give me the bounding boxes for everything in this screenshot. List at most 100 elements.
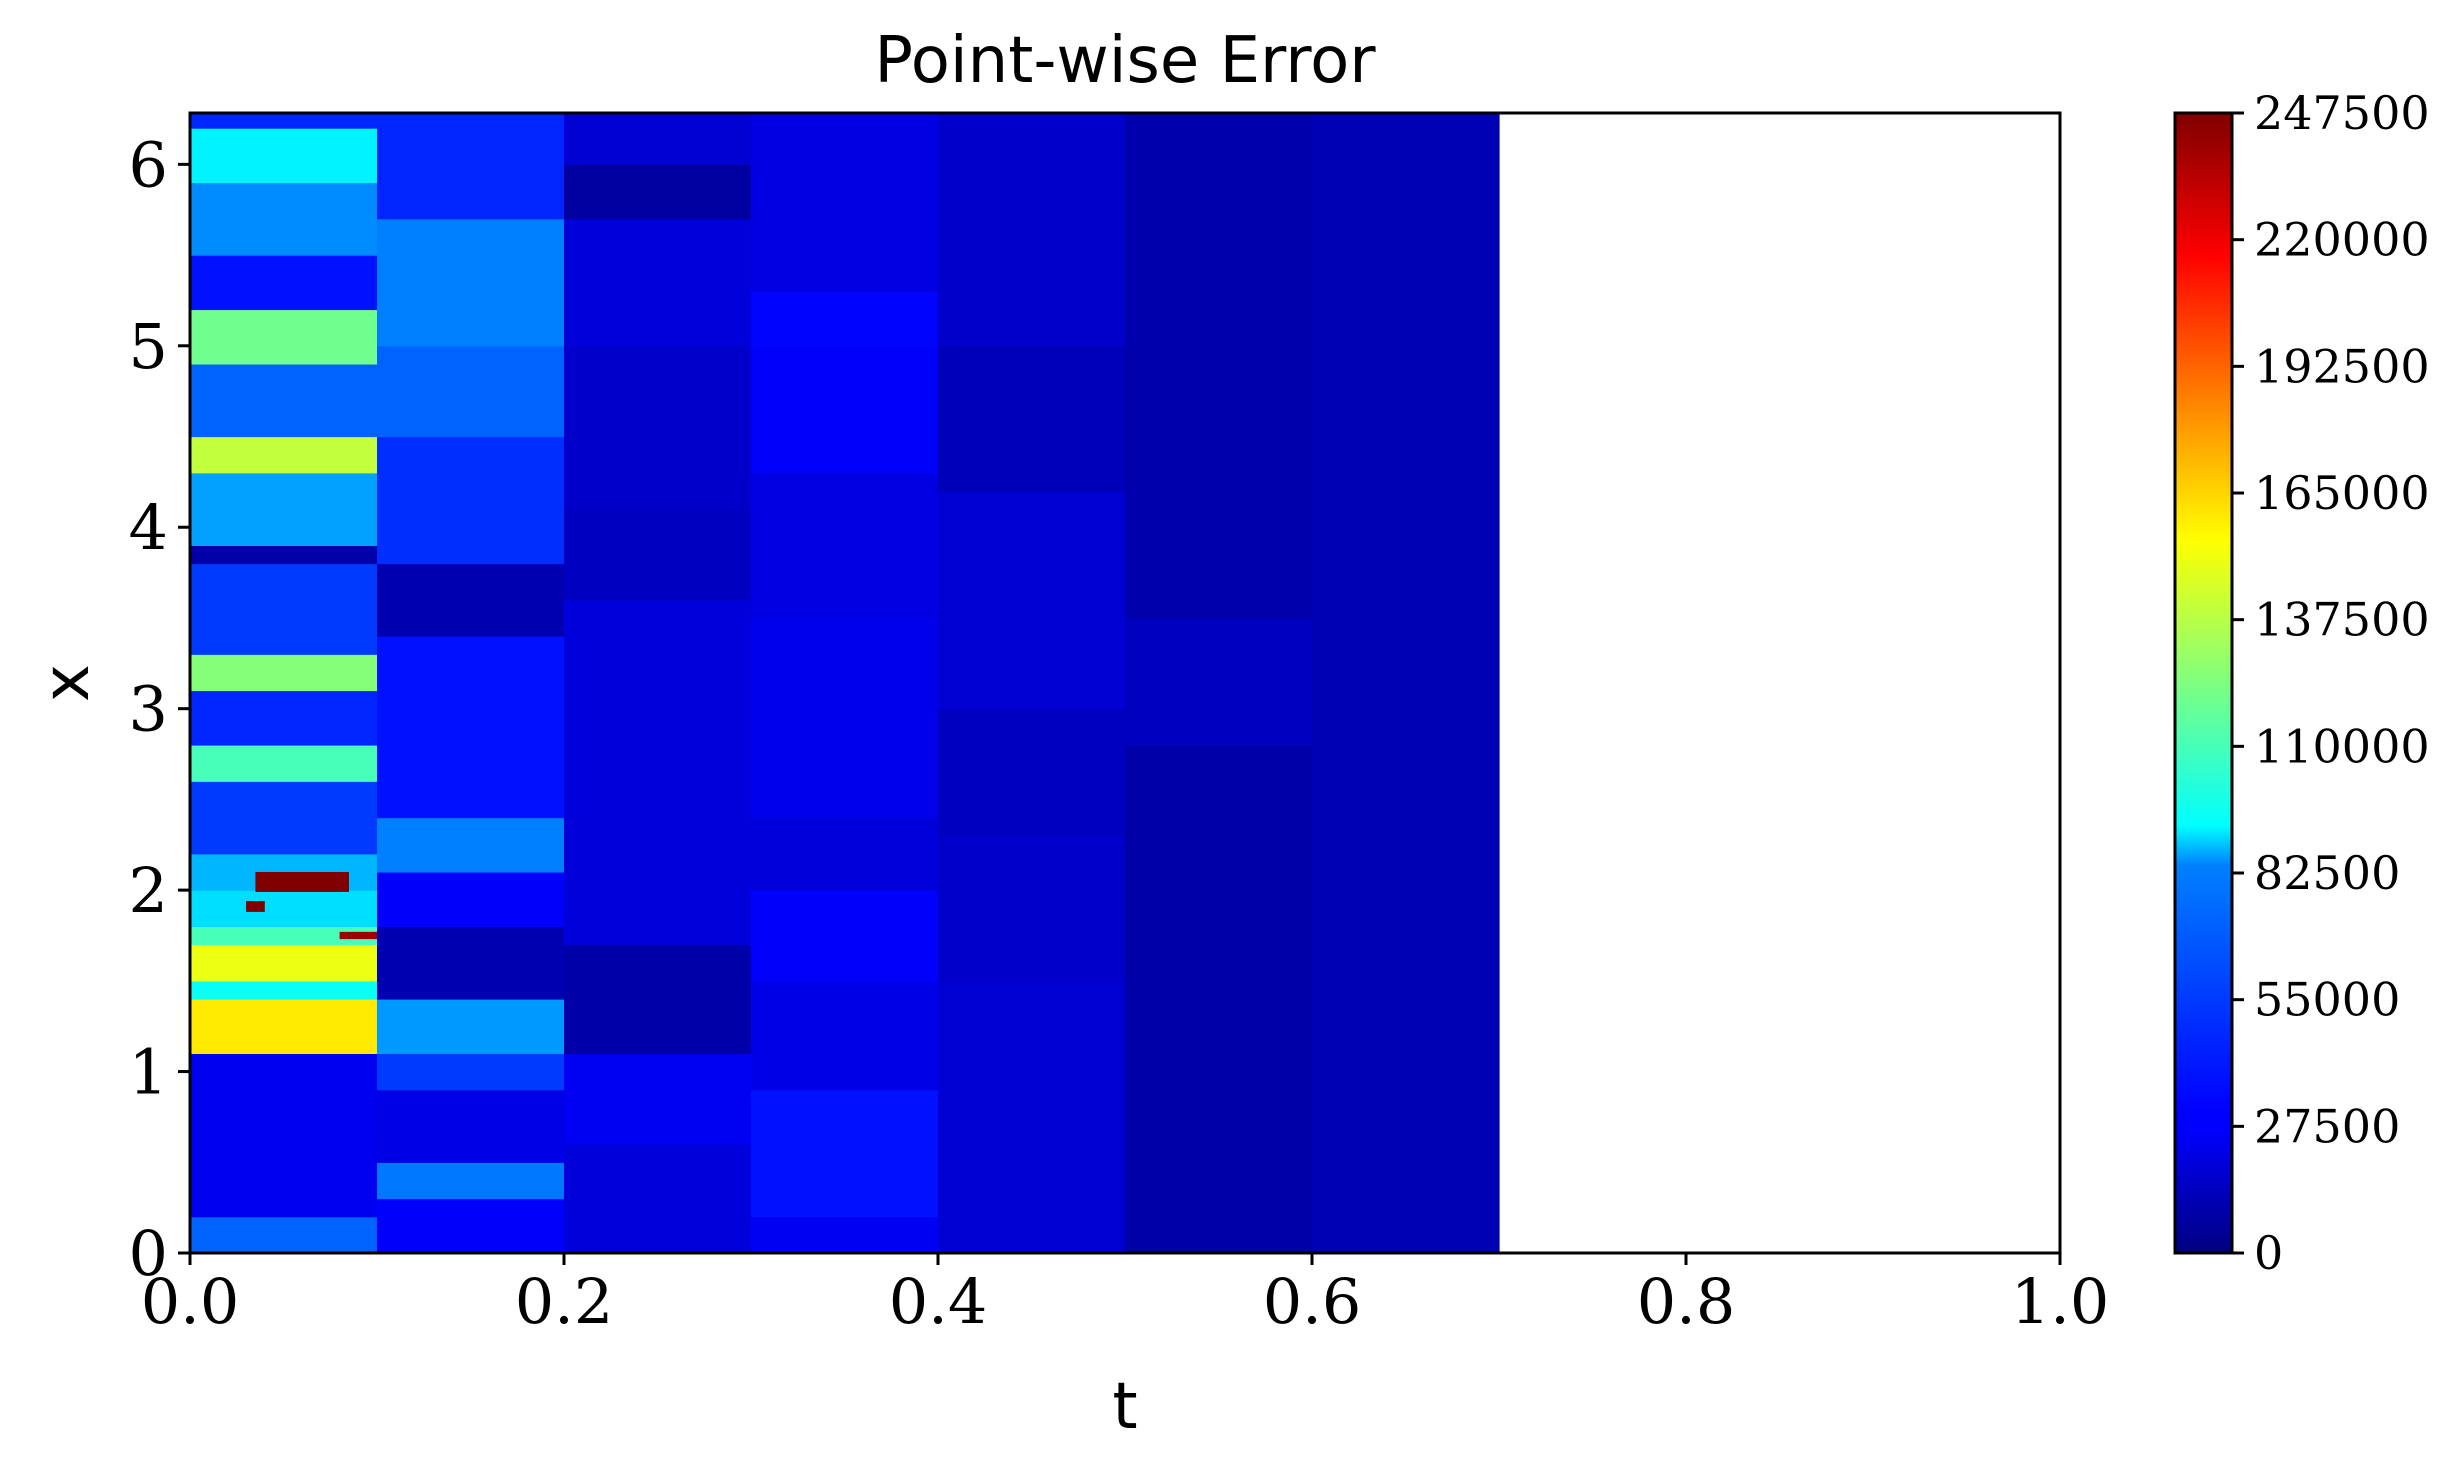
heatmap-cell (190, 1216, 378, 1253)
heatmap-cell (190, 980, 378, 1000)
heatmap-cell (377, 871, 565, 928)
heatmap-cell (751, 291, 939, 347)
x-tick-label: 1.0 (2011, 1265, 2110, 1338)
colorbar-tick-label: 110000 (2254, 719, 2430, 773)
heatmap-cell (564, 113, 752, 165)
heatmap-cell (190, 654, 378, 692)
x-tick-label: 0.2 (515, 1265, 614, 1338)
heatmap-cell (751, 617, 939, 819)
heatmap-cell (190, 1053, 378, 1218)
heatmap-cell (938, 708, 1126, 837)
x-tick-label: 0.4 (889, 1265, 988, 1338)
heatmap-cell (377, 1162, 565, 1200)
colorbar-tick-label: 247500 (2254, 86, 2430, 140)
colorbar-tick-label: 27500 (2254, 1099, 2400, 1153)
colorbar-tick-label: 192500 (2254, 339, 2430, 393)
y-tick-label: 0 (129, 1217, 168, 1290)
heatmap-cell (377, 998, 565, 1055)
heatmap-cell (751, 345, 939, 474)
heatmap-cell (1312, 113, 1500, 1253)
heatmap-hotspot (246, 901, 265, 912)
heatmap-cell (564, 599, 752, 946)
heatmap-cell (190, 128, 378, 184)
heatmap-cell (1125, 744, 1313, 1253)
heatmap-cell (564, 1053, 752, 1145)
heatmap-hotspot (255, 871, 349, 892)
heatmap-cell (751, 1216, 939, 1253)
y-tick-label: 3 (129, 673, 168, 746)
heatmap-cell (190, 744, 378, 782)
x-tick-label: 0.0 (141, 1265, 240, 1338)
heatmap-cells (190, 113, 1500, 1253)
heatmap-cell (190, 690, 378, 746)
y-tick-label: 1 (129, 1036, 168, 1109)
heatmap-cell (564, 1144, 752, 1253)
heatmap-cell (377, 218, 565, 347)
colorbar-tick-label: 82500 (2254, 846, 2400, 900)
colorbar-tick-label: 55000 (2254, 973, 2400, 1027)
heatmap-cell (938, 113, 1126, 347)
heatmap-cell (564, 345, 752, 510)
heatmap-cell (377, 926, 565, 1000)
heatmap-cell (1125, 113, 1313, 619)
heatmap-cell (377, 636, 565, 819)
heatmap-cell (938, 345, 1126, 492)
colorbar (2173, 111, 2234, 1255)
heatmap-cell (751, 113, 939, 292)
heatmap-cell (190, 545, 378, 565)
heatmap-cell (1125, 617, 1313, 746)
chart-title: Point-wise Error (874, 24, 1376, 98)
y-axis-label: x (30, 664, 104, 702)
heatmap-cell (190, 890, 378, 928)
heatmap-cell (190, 436, 378, 474)
x-axis: 0.0 0.2 0.4 0.6 0.8 1.0 (141, 1253, 2110, 1338)
heatmap-cell (377, 563, 565, 637)
heatmap-cell (190, 363, 378, 438)
heatmap-cell (190, 781, 378, 855)
heatmap-cell (377, 817, 565, 873)
colorbar-tick-label: 137500 (2254, 593, 2430, 647)
heatmap-cell (377, 436, 565, 565)
heatmap-cell (377, 345, 565, 438)
heatmap-cell (190, 944, 378, 982)
y-tick-label: 4 (129, 491, 168, 564)
heatmap-cell (377, 113, 565, 220)
x-axis-label: t (1112, 1370, 1137, 1444)
colorbar-tick-label: 0 (2254, 1226, 2283, 1280)
y-tick-label: 5 (129, 310, 168, 383)
y-axis: 0 1 2 3 4 5 6 (129, 128, 190, 1290)
colorbar-tick-label: 220000 (2254, 213, 2430, 267)
x-tick-label: 0.6 (1263, 1265, 1362, 1338)
heatmap-cell (751, 890, 939, 982)
heatmap-cell (190, 472, 378, 546)
heatmap-cell (751, 980, 939, 1091)
heatmap-cell (751, 472, 939, 619)
heatmap-cell (190, 309, 378, 365)
x-tick-label: 0.8 (1637, 1265, 1736, 1338)
heatmap-cell (377, 1053, 565, 1091)
heatmap-cell (190, 255, 378, 311)
y-tick-label: 6 (129, 128, 168, 201)
heatmap-cell (190, 998, 378, 1055)
heatmap-cell (377, 1089, 565, 1163)
heatmap-cell (564, 509, 752, 601)
heatmap-cell (751, 1089, 939, 1218)
heatmap-cell (190, 182, 378, 256)
heatmap-cell (377, 1198, 565, 1253)
heatmap-cell (190, 926, 378, 946)
heatmap-hotspot (339, 931, 377, 940)
heatmap-cell (938, 490, 1126, 710)
heatmap-cell (564, 164, 752, 220)
y-tick-label: 2 (129, 854, 168, 927)
colorbar-axis: 0 27500 55000 82500 110000 137500 165000 192500… (2232, 86, 2430, 1280)
heatmap-cell (564, 218, 752, 347)
heatmap-cell (938, 980, 1126, 1253)
heatmap-cell (190, 563, 378, 655)
plot-frame (188, 111, 2062, 1255)
colorbar-tick-label: 165000 (2254, 466, 2430, 520)
heatmap-cell (751, 817, 939, 891)
heatmap-cell (564, 944, 752, 1055)
heatmap-cell (938, 835, 1126, 982)
heatmap-cell (190, 113, 378, 129)
